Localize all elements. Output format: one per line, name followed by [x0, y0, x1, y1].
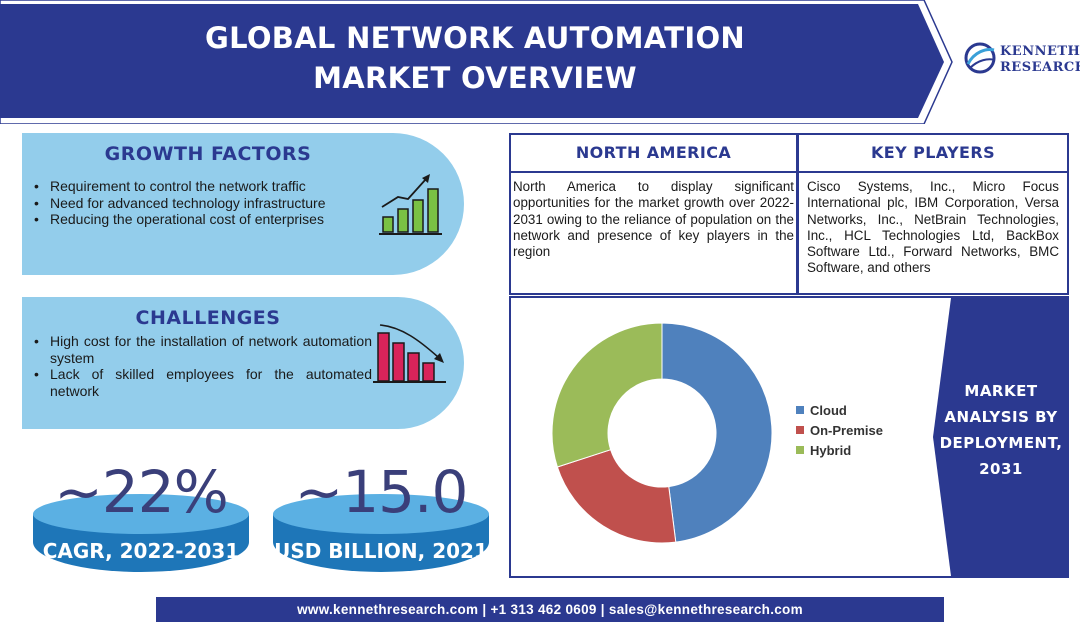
cagr-label: CAGR, 2022-2031 [42, 539, 240, 563]
market-analysis-line1: MARKET [964, 382, 1038, 400]
logo-text-line1: KENNETH [1000, 44, 1080, 59]
page-title: GLOBAL NETWORK AUTOMATION MARKET OVERVIE… [110, 18, 840, 98]
list-item: Requirement to control the network traff… [32, 178, 372, 195]
legend-swatch-hybrid [796, 446, 804, 454]
market-analysis-line3: DEPLOYMENT, [939, 434, 1063, 452]
market-analysis-line2: ANALYSIS BY [944, 408, 1058, 426]
growth-factors-list: Requirement to control the network traff… [32, 178, 372, 228]
key-players-panel: KEY PLAYERS Cisco Systems, Inc., Micro F… [797, 133, 1069, 295]
usd-label: USD BILLION, 2021 [274, 539, 488, 563]
chart-legend: Cloud On-Premise Hybrid [796, 400, 883, 460]
legend-swatch-cloud [796, 406, 804, 414]
globe-swoosh-icon [964, 42, 996, 74]
rising-bar-chart-icon [379, 174, 442, 235]
list-item: Need for advanced technology infrastruct… [32, 195, 372, 212]
list-item: Lack of skilled employees for the automa… [32, 366, 372, 399]
key-players-title: KEY PLAYERS [799, 135, 1067, 173]
legend-label-cloud: Cloud [810, 402, 847, 418]
footer-contact: www.kennethresearch.com | +1 313 462 060… [156, 597, 944, 622]
challenges-panel: CHALLENGES High cost for the installatio… [22, 297, 464, 429]
legend-label-on-premise: On-Premise [810, 422, 883, 438]
logo-text-line2: RESEARCH [1000, 60, 1080, 75]
usd-value: ~15.0 [294, 458, 469, 526]
usd-pedestal [273, 494, 489, 572]
challenges-title: CHALLENGES [135, 307, 281, 329]
page-title-line2: MARKET OVERVIEW [313, 61, 637, 95]
donut-slice-on-premise [556, 449, 677, 544]
donut-slice-cloud [661, 322, 773, 543]
challenges-list: High cost for the installation of networ… [32, 333, 372, 399]
donut-chart [551, 322, 773, 544]
cagr-pedestal [33, 494, 249, 572]
header-banner [0, 0, 958, 124]
market-analysis-banner [933, 298, 1067, 576]
legend-item-hybrid: Hybrid [796, 440, 883, 460]
market-analysis-line4: 2031 [979, 460, 1023, 478]
north-america-title: NORTH AMERICA [511, 135, 796, 173]
legend-item-cloud: Cloud [796, 400, 883, 420]
donut-slice-hybrid [551, 322, 663, 468]
legend-item-on-premise: On-Premise [796, 420, 883, 440]
growth-factors-title: GROWTH FACTORS [104, 143, 312, 165]
growth-factors-panel: GROWTH FACTORS Requirement to control th… [22, 133, 464, 275]
legend-label-hybrid: Hybrid [810, 442, 852, 458]
cagr-value: ~22% [54, 458, 229, 526]
legend-swatch-on-premise [796, 426, 804, 434]
market-analysis-text: MARKET ANALYSIS BY DEPLOYMENT, 2031 [936, 378, 1066, 482]
key-players-text: Cisco Systems, Inc., Micro Focus Interna… [807, 179, 1059, 276]
north-america-panel: NORTH AMERICA North America to display s… [509, 133, 798, 295]
deployment-chart-panel: Cloud On-Premise Hybrid MARKET ANALYSIS … [509, 296, 1069, 578]
list-item: High cost for the installation of networ… [32, 333, 372, 366]
falling-bar-chart-icon [373, 324, 446, 383]
page-title-line1: GLOBAL NETWORK AUTOMATION [204, 21, 745, 55]
north-america-text: North America to display significant opp… [513, 179, 794, 260]
list-item: Reducing the operational cost of enterpr… [32, 211, 372, 228]
